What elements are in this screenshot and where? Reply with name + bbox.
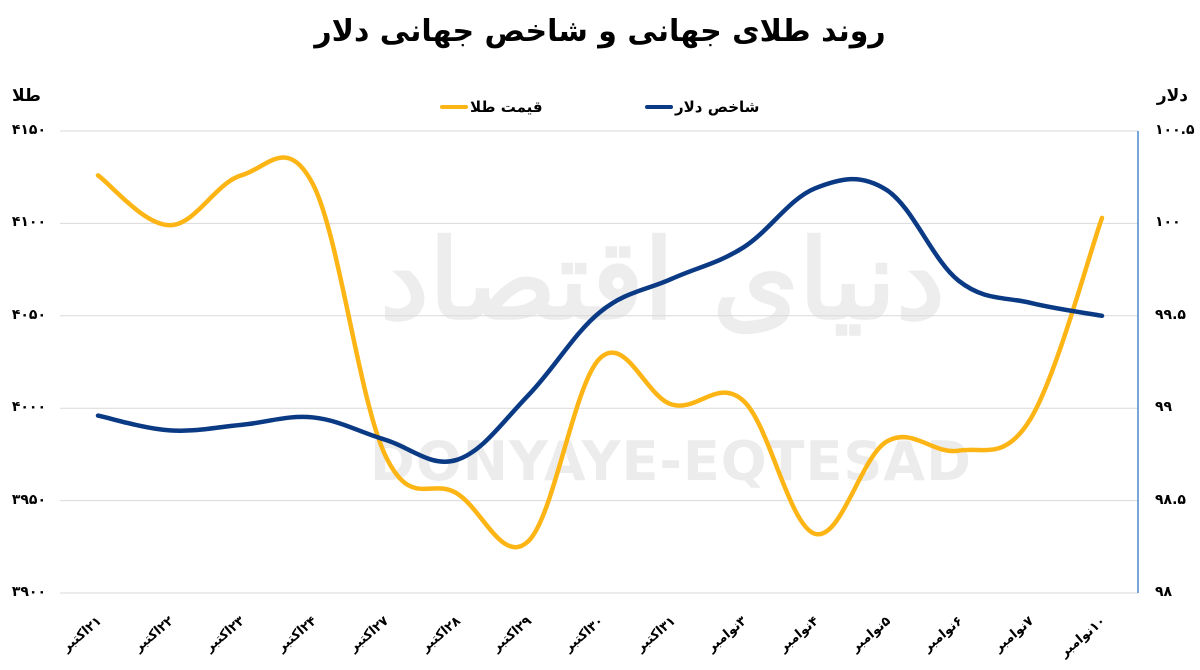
right-axis-tick: ۱۰۰.۵	[1155, 122, 1195, 138]
right-axis-tick: ۹۸	[1155, 584, 1173, 600]
chart-title: روند طلای جهانی و شاخص جهانی دلار	[314, 14, 886, 49]
watermark-persian: دنیای اقتصاد	[380, 215, 945, 344]
right-axis-tick: ۹۸.۵	[1155, 491, 1186, 508]
left-axis-tick: ۴۱۵۰	[11, 122, 46, 138]
left-axis-tick: ۴۱۰۰	[11, 214, 46, 231]
left-axis-tick: ۳۹۵۰	[11, 491, 46, 508]
legend-label-dollar: شاخص دلار	[675, 98, 760, 116]
right-axis-tick: ۹۹	[1155, 399, 1173, 416]
left-axis-title: طلا	[12, 86, 41, 106]
legend-swatch-gold	[440, 105, 468, 109]
legend-item-gold: قیمت طلا	[440, 98, 543, 116]
left-axis-tick: ۴۰۵۰	[11, 306, 46, 323]
dollar-index-line	[95, 176, 1105, 464]
right-axis-title: دلار	[1156, 86, 1188, 106]
left-axis-tick: ۳۹۰۰	[11, 584, 46, 600]
right-axis-tick: ۹۹.۵	[1155, 306, 1186, 323]
legend-label-gold: قیمت طلا	[470, 98, 543, 116]
gold-price-line	[95, 155, 1105, 550]
legend-swatch-dollar	[645, 105, 673, 109]
left-axis-tick: ۴۰۰۰	[11, 399, 46, 416]
legend-item-dollar: شاخص دلار	[645, 98, 759, 116]
right-axis-tick: ۱۰۰	[1155, 214, 1181, 231]
